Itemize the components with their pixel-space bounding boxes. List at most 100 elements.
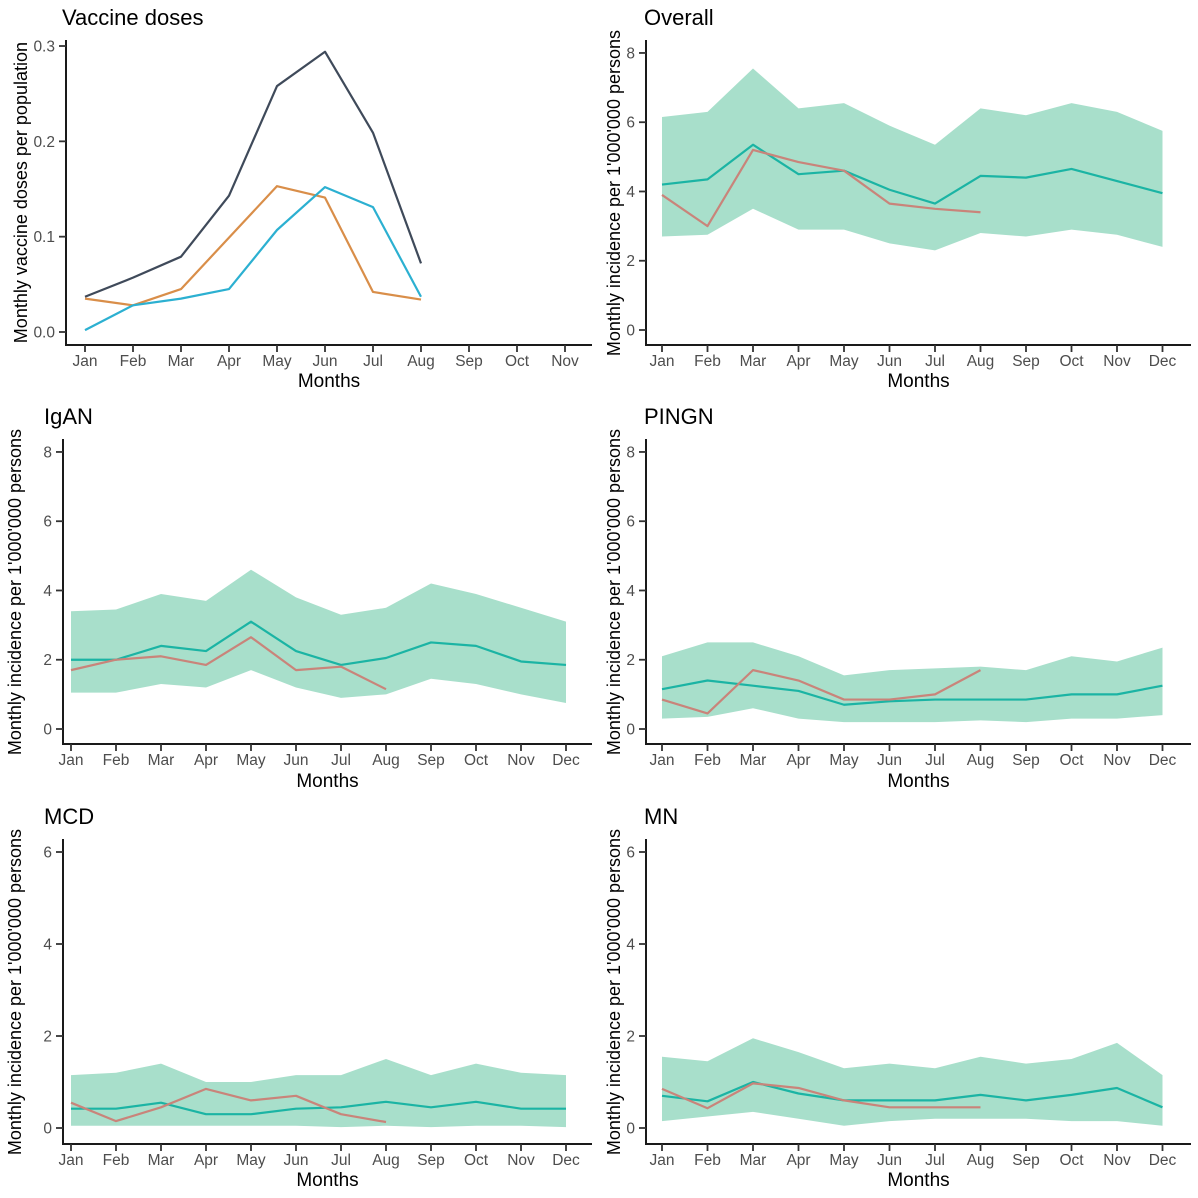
x-tick-label: Apr	[786, 1152, 810, 1169]
x-axis-label: Months	[297, 371, 361, 393]
x-tick-label: Sep	[1012, 353, 1040, 370]
pingn-confidence-band	[662, 642, 1163, 723]
overall-teal-line	[661, 143, 1163, 205]
y-tick-label: 6	[626, 514, 635, 531]
overall-confidence-band	[662, 68, 1163, 251]
pingn-teal-line	[661, 679, 1163, 707]
x-axis-label: Months	[887, 371, 950, 393]
panel-overall: Overall Monthly incidence per 1'000'000 …	[599, 0, 1198, 399]
overall-plot-area: 0 2 4 6 8 Jan Feb Mar Apr May Jun Jul Aug Sep Oct Nov De…	[626, 40, 1191, 370]
vaccine-doses-plot-area: 0.0 0.1 0.2 0.3 Jan Feb Mar Apr May Jun Jul Aug Sep O…	[33, 39, 592, 370]
x-tick-label: Jan	[59, 752, 84, 769]
x-tick-label: Jul	[331, 752, 351, 769]
mn-teal-line	[661, 1080, 1163, 1108]
x-tick-label: Feb	[103, 1152, 130, 1169]
x-tick-label: Dec	[552, 1152, 580, 1169]
mn-confidence-band	[662, 1037, 1163, 1126]
panel-mcd: MCD Monthly incidence per 1'000'000 pers…	[0, 799, 599, 1198]
y-tick-label: 6	[43, 844, 52, 861]
x-tick-label: Nov	[507, 752, 535, 769]
y-tick-label: 0	[626, 323, 635, 340]
x-tick-label: Feb	[694, 1152, 721, 1169]
panel-title-mn: MN	[644, 803, 679, 829]
y-tick-label: 2	[626, 1028, 635, 1045]
vaccine-doses-orange-line	[84, 185, 422, 307]
igan-salmon-line	[70, 636, 387, 691]
x-tick-label: Sep	[1012, 752, 1040, 769]
x-tick-label: Sep	[417, 752, 445, 769]
x-tick-label: Jul	[925, 353, 945, 370]
x-tick-label: Feb	[103, 752, 130, 769]
x-tick-label: Jun	[284, 1152, 309, 1169]
y-tick-label: 6	[43, 514, 52, 531]
y-tick-label: 0.0	[33, 325, 55, 342]
x-tick-label: Jun	[313, 353, 338, 370]
x-tick-label: May	[236, 752, 266, 769]
y-tick-label: 0	[626, 1120, 635, 1137]
panel-title-overall: Overall	[644, 5, 714, 30]
x-tick-label: Jan	[59, 1152, 84, 1169]
x-tick-label: Jul	[363, 353, 383, 370]
x-tick-label: Oct	[1059, 752, 1084, 769]
x-axis-label: Months	[887, 1169, 950, 1191]
y-tick-label: 2	[626, 253, 635, 270]
y-tick-label: 6	[626, 844, 635, 861]
x-tick-label: Oct	[1059, 353, 1084, 370]
x-tick-label: Dec	[1149, 1152, 1177, 1169]
mcd-teal-line	[71, 1100, 566, 1115]
y-tick-label: 8	[626, 45, 635, 62]
x-tick-label: Oct	[464, 752, 489, 769]
x-tick-label: Jan	[650, 353, 675, 370]
panel-pingn: PINGN Monthly incidence per 1'000'000 pe…	[599, 399, 1198, 798]
x-tick-label: Jan	[73, 353, 98, 370]
mcd-confidence-band	[71, 1058, 566, 1127]
x-tick-label: Mar	[168, 353, 195, 370]
x-tick-label: May	[829, 353, 859, 370]
y-tick-label: 0	[43, 722, 52, 739]
y-tick-label: 0	[43, 1120, 52, 1137]
x-tick-label: May	[829, 1152, 859, 1169]
x-tick-label: May	[236, 1152, 266, 1169]
x-tick-label: Nov	[1103, 752, 1131, 769]
x-tick-label: Jun	[877, 752, 902, 769]
panel-vaccine-doses: Vaccine doses Monthly vaccine doses per …	[0, 0, 599, 399]
mn-salmon-line	[661, 1081, 981, 1109]
mn-plot-area: 0 2 4 6 Jan Feb Mar Apr May Jun Jul Aug Sep Oct Nov Dec	[626, 838, 1191, 1169]
pingn-salmon-line	[661, 669, 982, 715]
x-tick-label: Feb	[120, 353, 147, 370]
panel-mn: MN Monthly incidence per 1'000'000 perso…	[599, 799, 1198, 1198]
x-tick-label: Jun	[877, 1152, 902, 1169]
vaccine-doses-navy-line	[84, 50, 423, 298]
x-tick-label: Jun	[877, 353, 902, 370]
x-axis-label: Months	[296, 1169, 359, 1191]
x-tick-label: May	[262, 353, 292, 370]
x-tick-label: Feb	[694, 353, 721, 370]
x-tick-label: Jul	[925, 752, 945, 769]
x-tick-label: Mar	[148, 1152, 175, 1169]
y-tick-label: 0.3	[33, 39, 55, 56]
vaccine-doses-cyan-line	[84, 185, 422, 332]
x-tick-label: Mar	[740, 752, 767, 769]
x-tick-label: Apr	[194, 1152, 218, 1169]
y-tick-label: 8	[43, 445, 52, 462]
y-tick-label: 0.1	[33, 229, 55, 246]
x-tick-label: Feb	[694, 752, 721, 769]
y-tick-label: 4	[626, 583, 635, 600]
x-tick-label: Aug	[372, 752, 400, 769]
x-tick-label: Sep	[417, 1152, 445, 1169]
x-tick-label: Mar	[148, 752, 175, 769]
x-tick-label: Apr	[217, 353, 241, 370]
x-tick-label: Nov	[1103, 1152, 1131, 1169]
x-tick-label: Dec	[552, 752, 580, 769]
x-tick-label: Jul	[925, 1152, 945, 1169]
panel-title-igan: IgAN	[44, 404, 93, 430]
y-tick-label: 2	[626, 653, 635, 670]
x-tick-label: Nov	[507, 1152, 535, 1169]
x-tick-label: Oct	[464, 1152, 489, 1169]
x-tick-label: Aug	[407, 353, 435, 370]
x-tick-label: Apr	[786, 353, 810, 370]
y-tick-label: 4	[626, 184, 635, 201]
y-tick-label: 2	[43, 1028, 52, 1045]
x-tick-label: Aug	[372, 1152, 400, 1169]
